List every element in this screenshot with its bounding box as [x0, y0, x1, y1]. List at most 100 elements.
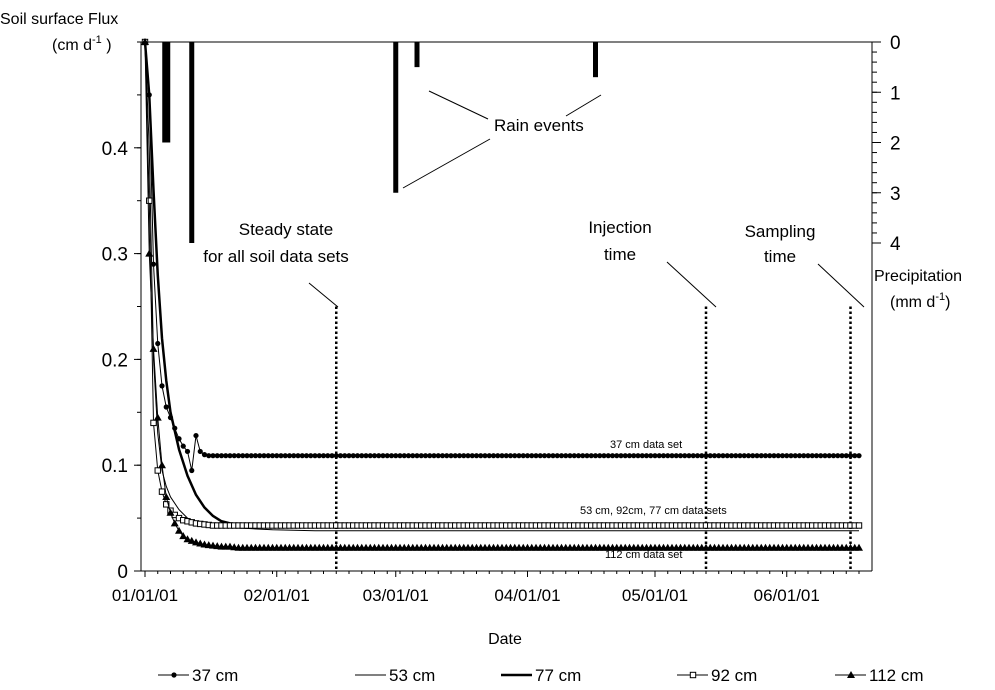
y2-axis-unit-sup: -1	[935, 291, 945, 303]
series-point-0-46	[337, 453, 344, 459]
series-point-0-138	[728, 453, 735, 459]
series-point-4-11	[187, 536, 196, 544]
legend-marker-3	[689, 671, 697, 679]
series-point-0-113	[622, 453, 628, 459]
series-point-0-17	[214, 453, 220, 459]
y2-axis-title: Precipitation	[874, 268, 962, 285]
x-tick-label-2: 03/01/01	[363, 586, 429, 605]
series-77-cm	[143, 41, 859, 527]
x-tick-label-1: 02/01/01	[244, 586, 310, 605]
series-point-0-154	[796, 453, 803, 459]
series-point-0-163	[835, 453, 841, 459]
y-tick-label-2: 0.2	[102, 350, 128, 371]
series-point-0-76	[465, 453, 471, 459]
series-point-0-150	[779, 453, 786, 459]
series-point-0-52	[363, 453, 369, 459]
series-point-0-115	[631, 453, 637, 459]
series-point-3-3	[154, 467, 161, 474]
series-point-4-5	[162, 492, 171, 500]
series-point-0-91	[529, 453, 535, 459]
y2-ticks: 0 1 2 3 4	[872, 33, 901, 255]
y-tick-label-3: 0.3	[102, 245, 128, 266]
series-point-0-105	[588, 453, 594, 459]
series-point-0-125	[673, 453, 679, 459]
y-tick-label-0: 0	[117, 562, 128, 583]
series-point-0-69	[435, 453, 441, 459]
legend-marker-0	[171, 672, 177, 678]
series-point-0-126	[677, 453, 684, 459]
series-point-0-50	[354, 453, 361, 459]
series-point-0-159	[818, 453, 824, 459]
rain-bar-1	[189, 42, 195, 243]
series-point-0-128	[686, 453, 692, 459]
series-point-4-6	[166, 508, 175, 516]
series-point-0-99	[563, 453, 569, 459]
series-point-0-22	[235, 453, 242, 459]
y-tick-label-1: 0.1	[102, 456, 128, 477]
series-point-0-137	[724, 453, 730, 459]
series-point-0-136	[720, 453, 726, 459]
series-point-0-32	[278, 453, 284, 459]
series-point-0-110	[609, 453, 616, 459]
series-112-cm	[141, 38, 863, 551]
series-92-cm	[141, 38, 863, 529]
series-point-0-161	[826, 453, 832, 459]
rain-bar-4	[593, 42, 598, 78]
sampling-label-1: Sampling	[745, 222, 816, 241]
series-point-0-82	[490, 453, 497, 459]
series-point-4-9	[179, 532, 188, 540]
series-point-3-168	[855, 522, 863, 529]
series-point-0-83	[495, 453, 501, 459]
x-tick-label-3: 04/01/01	[494, 586, 560, 605]
series-point-0-106	[592, 453, 599, 459]
legend-label-4: 112 cm	[869, 666, 924, 685]
series-point-0-25	[248, 453, 254, 459]
series-point-0-89	[520, 453, 526, 459]
series-point-0-77	[469, 453, 475, 459]
series-point-0-37	[299, 453, 305, 459]
series-point-0-40	[312, 453, 318, 459]
series-point-0-97	[554, 453, 560, 459]
series-point-0-3	[155, 340, 161, 347]
series-point-0-155	[801, 453, 807, 459]
series-point-0-87	[512, 453, 518, 459]
rain-bars	[162, 42, 598, 243]
injection-label-1: Injection	[588, 218, 651, 237]
series-point-0-135	[716, 453, 722, 459]
series-point-0-28	[261, 453, 267, 459]
series-point-0-43	[325, 453, 331, 459]
series-point-0-117	[639, 453, 645, 459]
series-point-0-70	[439, 453, 446, 459]
series-point-0-2	[150, 261, 157, 267]
y2-tick-label-2: 2	[890, 134, 901, 155]
series-point-0-167	[852, 453, 858, 459]
series-point-0-127	[682, 453, 688, 459]
series-point-0-71	[444, 453, 450, 459]
x-tick-label-4: 05/01/01	[622, 586, 688, 605]
series-point-0-165	[843, 453, 849, 459]
series-point-0-140	[737, 453, 743, 459]
series-point-4-4	[158, 461, 166, 469]
series-point-0-123	[665, 453, 671, 459]
steady-state-label-2: for all soil data sets	[203, 247, 349, 266]
series-point-0-47	[342, 453, 348, 459]
series-point-0-152	[788, 453, 794, 459]
series-point-0-129	[690, 453, 696, 459]
series-point-0-164	[839, 453, 845, 459]
series-point-0-65	[418, 453, 424, 459]
series-point-0-44	[329, 453, 335, 459]
label-37cm: 37 cm data set	[610, 439, 682, 451]
series-point-0-66	[422, 453, 429, 459]
series-point-3-2	[150, 419, 157, 427]
rain-bar-0	[162, 42, 171, 143]
series-point-0-11	[189, 467, 195, 474]
label-mid: 53 cm, 92cm, 77 cm data sets	[580, 505, 727, 517]
steady-state-leader	[308, 282, 339, 308]
series-point-0-75	[461, 453, 467, 459]
series-point-0-56	[380, 453, 386, 459]
y-ticks: 0 0.1 0.2 0.3 0.4	[102, 41, 141, 583]
series-point-0-31	[274, 453, 280, 459]
series-point-0-156	[805, 453, 811, 459]
series-point-0-143	[750, 453, 756, 459]
